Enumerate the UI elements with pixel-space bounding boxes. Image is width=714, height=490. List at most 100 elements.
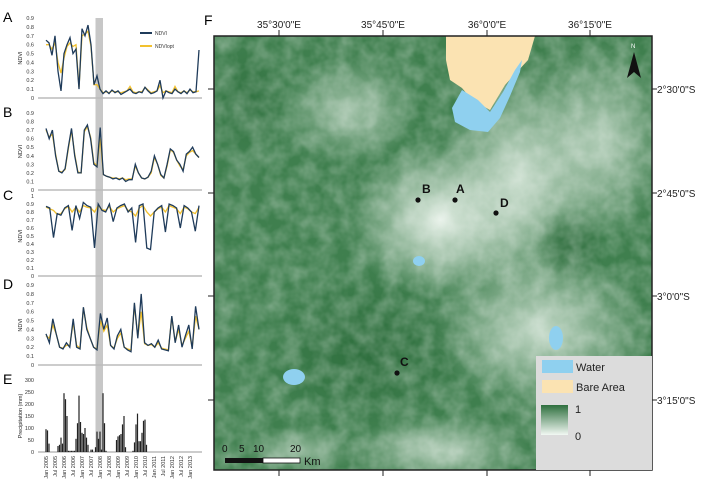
sample-point-label-A: A: [456, 182, 465, 196]
precip-bar: [132, 450, 134, 452]
precip-bar: [141, 432, 143, 452]
precip-bar: [82, 434, 85, 452]
precip-bar: [139, 441, 142, 452]
precip-bar: [60, 437, 62, 452]
precip-bar: [85, 437, 88, 452]
precip-bar: [100, 449, 103, 452]
y-tick-label: 300: [25, 378, 34, 384]
map-frame: [213, 35, 653, 471]
precip-bar: [117, 436, 119, 452]
precip-bar: [138, 441, 140, 452]
lat-label: 2°45'0"S: [657, 189, 696, 200]
y-tick-label: 0.8: [26, 292, 34, 298]
y-tick-label: 0.1: [26, 266, 34, 272]
precip-bar: [48, 443, 50, 452]
y-tick-label: 0.8: [26, 25, 34, 31]
sample-point-label-B: B: [422, 182, 431, 196]
lat-label: 3°0'0"S: [657, 292, 690, 303]
scale-tick-label: 0: [222, 444, 228, 455]
precip-bar: [97, 438, 100, 452]
y-axis-label: NDVI: [18, 144, 24, 158]
bare-area: [446, 36, 535, 110]
y-tick-label: 0.6: [26, 310, 34, 316]
lon-label: 36°0'0"E: [468, 20, 507, 31]
panel-label-B: B: [3, 104, 12, 120]
precip-bar: [135, 424, 137, 452]
timeseries-panels: A 0 0.1 0.2 0.3 0.4 0.5 0.6 0.7 0.8 0.9 NDVI B 0 0.1 0.…: [3, 9, 202, 479]
precip-bar: [79, 422, 82, 452]
y-tick-label: 0.5: [26, 52, 34, 58]
y-tick-label: 0: [31, 188, 34, 194]
map-legend: Water Bare Area 1 0: [536, 356, 652, 470]
lat-label: 3°15'0"S: [657, 396, 696, 407]
y-tick-label: 0.2: [26, 78, 34, 84]
precip-bar: [90, 449, 92, 452]
y-tick-label: 0.2: [26, 171, 34, 177]
sample-point-D: [493, 210, 499, 216]
precip-bar: [118, 435, 121, 452]
lon-label: 35°30'0"E: [257, 20, 301, 31]
precip-bar: [120, 434, 122, 452]
y-tick-label: 0: [31, 363, 34, 369]
precip-bar: [136, 413, 139, 452]
scale-unit: Km: [304, 456, 321, 468]
y-tick-label: 0: [31, 450, 34, 456]
precip-bar: [73, 450, 76, 452]
precip-bar: [78, 395, 80, 452]
precip-bar: [69, 450, 71, 452]
north-arrow: N: [627, 44, 641, 78]
y-tick-label: 200: [25, 402, 34, 408]
precip-bar: [63, 393, 65, 452]
x-tick-label: Jul 2007: [89, 456, 95, 477]
precip-bar: [66, 416, 68, 452]
y-axis-label: NDVI: [18, 229, 24, 243]
y-tick-label: 50: [28, 438, 34, 444]
precip-bar: [61, 443, 64, 452]
y-tick-label: 0.9: [26, 202, 34, 208]
y-tick-label: 0.1: [26, 179, 34, 185]
legend-ndvi-label: NDVI: [155, 31, 167, 37]
precip-bar: [124, 447, 127, 452]
y-tick-label: 0.6: [26, 43, 34, 49]
y-tick-label: 0.2: [26, 258, 34, 264]
water-pond: [283, 369, 305, 385]
precip-bar: [105, 450, 107, 452]
x-tick-label: Jul 2006: [71, 456, 77, 477]
panel-label-D: D: [3, 276, 13, 292]
precip-bar: [81, 432, 83, 452]
north-arrow-icon: [627, 52, 641, 78]
y-tick-label: 0.2: [26, 345, 34, 351]
sample-point-A: [452, 197, 458, 203]
highlight-band: [95, 18, 103, 452]
y-tick-label: 0.5: [26, 145, 34, 151]
scale-tick-label: 10: [253, 444, 265, 455]
y-tick-label: 100: [25, 426, 34, 432]
x-tick-label: Jul 2012: [179, 456, 185, 477]
graticule: 35°30'0"E 35°45'0"E 36°0'0"E 36°15'0"E 2°30'…: [208, 20, 696, 476]
x-tick-label: Jan 2012: [170, 456, 176, 479]
y-tick-label: 0.9: [26, 283, 34, 289]
precip-bar: [46, 430, 49, 452]
y-tick-label: 0.7: [26, 301, 34, 307]
y-tick-label: 1: [31, 194, 34, 200]
y-tick-label: 0.4: [26, 242, 34, 248]
x-tick-label: Jan 2006: [62, 456, 68, 479]
precip-bar: [123, 416, 125, 452]
precip-bar: [70, 450, 73, 452]
precip-bar: [102, 393, 104, 452]
panel-label-A: A: [3, 9, 13, 25]
y-tick-label: 0.6: [26, 226, 34, 232]
panel-label-E: E: [3, 371, 12, 387]
x-tick-label: Jul 2005: [53, 456, 59, 477]
sample-points: A B C D: [394, 182, 509, 376]
y-tick-label: 0.8: [26, 120, 34, 126]
legend-min-label: 0: [575, 431, 581, 443]
x-tick-label: Jan 2009: [116, 456, 122, 479]
x-tick-label: Jan 2005: [44, 456, 50, 479]
precip-bar: [91, 449, 94, 452]
series-line-ndviopt: [45, 204, 200, 218]
series-line-ndviopt: [45, 304, 200, 351]
legend-water-label: Water: [576, 362, 605, 374]
x-tick-label: Jan 2010: [134, 456, 140, 479]
